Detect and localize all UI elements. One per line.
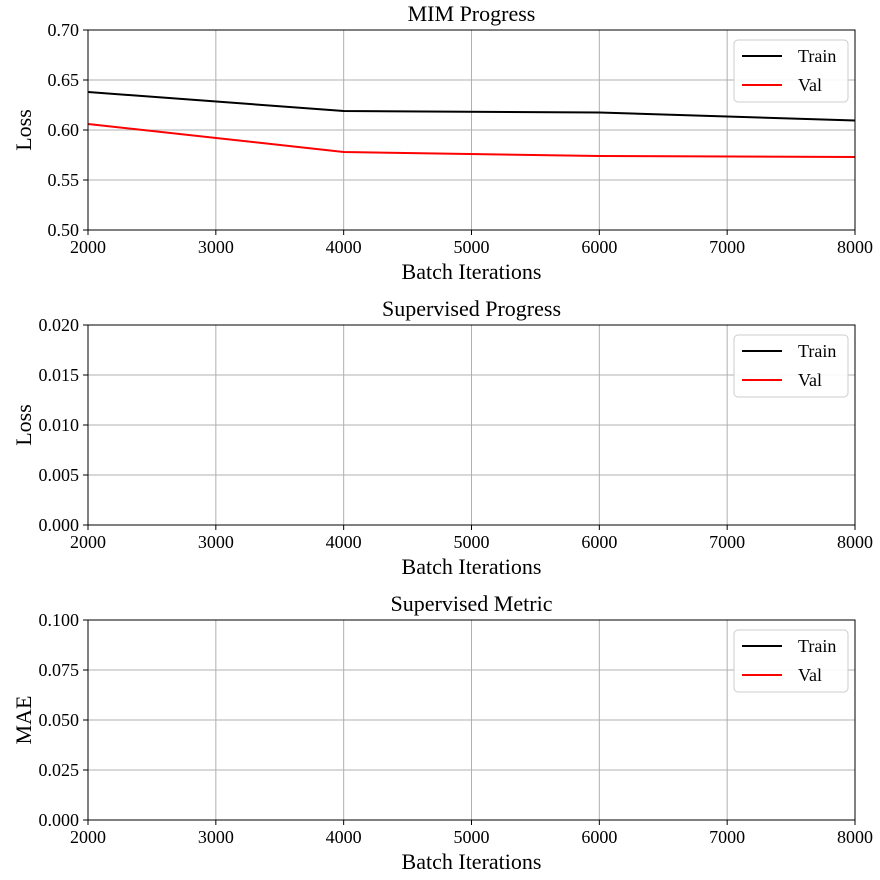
x-tick-label: 6000 [581, 532, 617, 552]
y-tick-label: 0.000 [39, 810, 80, 830]
x-tick-label: 4000 [326, 532, 362, 552]
y-tick-label: 0.60 [48, 120, 80, 140]
legend: Train Val [733, 334, 849, 398]
x-tick-label: 2000 [70, 532, 106, 552]
x-tick-label: 3000 [198, 827, 234, 847]
x-tick-label: 5000 [454, 237, 490, 257]
y-tick-label: 0.50 [48, 220, 80, 240]
y-tick-label: 0.65 [48, 70, 80, 90]
x-tick-label: 8000 [837, 237, 873, 257]
legend: Train Val [733, 39, 849, 103]
legend-label-val: Val [798, 75, 822, 95]
y-tick-label: 0.70 [48, 20, 80, 40]
x-tick-label: 5000 [454, 827, 490, 847]
x-tick-label: 4000 [326, 827, 362, 847]
legend: Train Val [733, 629, 849, 693]
legend-label-train: Train [798, 46, 836, 66]
legend-label-train: Train [798, 636, 836, 656]
y-axis-label: Loss [11, 404, 36, 446]
subplot-3: 2000 3000 4000 5000 6000 7000 8000 0.000 0.025 0.… [11, 591, 873, 874]
x-tick-label: 8000 [837, 827, 873, 847]
x-tick-label: 7000 [709, 532, 745, 552]
series-line-train [87, 91, 856, 122]
legend-label-train: Train [798, 341, 836, 361]
y-tick-label: 0.075 [39, 660, 80, 680]
subplot-1: 2000 3000 4000 5000 6000 7000 8000 0.50 0.55 0.60… [11, 1, 873, 284]
x-tick-label: 3000 [198, 532, 234, 552]
y-axis-label: Loss [11, 109, 36, 151]
x-tick-label: 6000 [581, 827, 617, 847]
x-tick-label: 8000 [837, 532, 873, 552]
x-axis-label: Batch Iterations [402, 259, 542, 284]
x-tick-label: 4000 [326, 237, 362, 257]
series-line-val [87, 123, 856, 158]
legend-label-val: Val [798, 665, 822, 685]
y-tick-label: 0.025 [39, 760, 80, 780]
x-tick-label: 5000 [454, 532, 490, 552]
y-tick-label: 0.020 [39, 315, 80, 335]
chart-title: MIM Progress [408, 1, 536, 26]
x-axis-label: Batch Iterations [402, 849, 542, 874]
x-tick-label: 6000 [581, 237, 617, 257]
y-tick-label: 0.55 [48, 170, 80, 190]
y-tick-label: 0.015 [39, 365, 80, 385]
x-tick-label: 7000 [709, 827, 745, 847]
subplot-2: 2000 3000 4000 5000 6000 7000 8000 0.000 0.005 0.… [11, 296, 873, 579]
x-tick-label: 3000 [198, 237, 234, 257]
y-axis-label: MAE [11, 696, 36, 745]
legend-label-val: Val [798, 370, 822, 390]
chart-title: Supervised Progress [382, 296, 561, 321]
y-tick-label: 0.100 [39, 610, 80, 630]
y-tick-label: 0.005 [39, 465, 80, 485]
y-tick-label: 0.000 [39, 515, 80, 535]
x-tick-label: 2000 [70, 827, 106, 847]
x-tick-label: 7000 [709, 237, 745, 257]
y-tick-label: 0.010 [39, 415, 80, 435]
x-tick-label: 2000 [70, 237, 106, 257]
y-tick-label: 0.050 [39, 710, 80, 730]
x-axis-label: Batch Iterations [402, 554, 542, 579]
chart-title: Supervised Metric [391, 591, 553, 616]
